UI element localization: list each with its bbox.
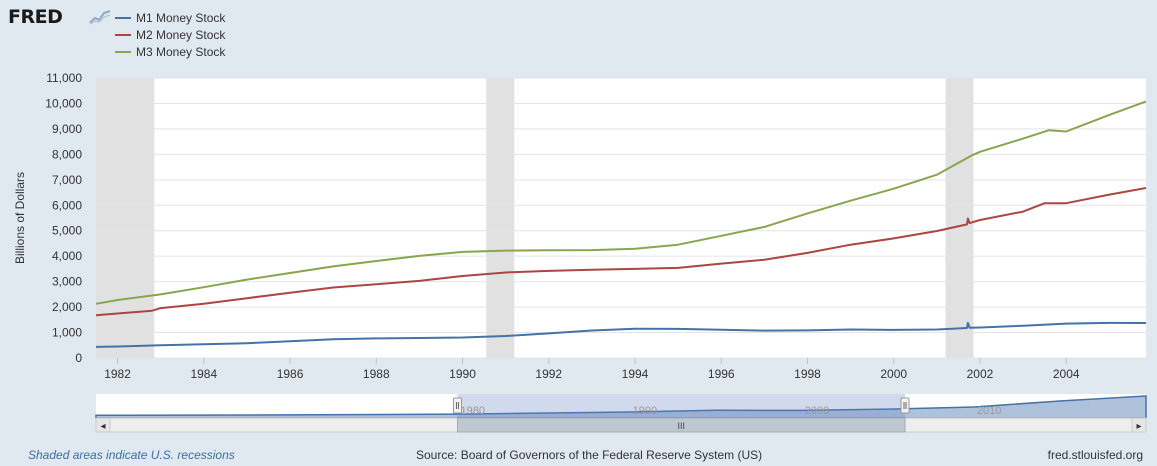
fred-logo[interactable]: FRED	[8, 6, 63, 28]
y-tick-label: 2,000	[52, 300, 82, 314]
x-tick-label: 2004	[1053, 367, 1080, 381]
series-line[interactable]	[95, 100, 1147, 305]
legend-swatch	[115, 51, 131, 53]
chart-area: 0 1,000 2,000 3,000 4,000 5,000 6,000 7,000 8,00…	[13, 71, 1147, 433]
site-link[interactable]: fred.stlouisfed.org	[1047, 448, 1143, 462]
legend-swatch	[115, 34, 131, 36]
scrollbar-thumb[interactable]	[456, 417, 906, 433]
x-tick-label: 1988	[363, 367, 390, 381]
y-tick-label: 9,000	[52, 122, 82, 136]
y-tick-label: 11,000	[46, 71, 82, 85]
recession-shade	[96, 78, 155, 358]
recession-shade	[945, 78, 974, 358]
y-tick-label: 1,000	[52, 326, 82, 340]
navigator-series	[95, 395, 1147, 419]
x-tick-label: 1990	[449, 367, 476, 381]
x-tick-label: 1994	[622, 367, 649, 381]
source-note: Source: Board of Governors of the Federa…	[416, 448, 763, 462]
y-tick-label: 8,000	[52, 147, 82, 161]
legend-item[interactable]: M3 Money Stock	[115, 44, 225, 60]
navigator-selection[interactable]	[457, 394, 906, 418]
y-tick-label: 10,000	[45, 96, 82, 110]
series-line[interactable]	[95, 187, 1147, 317]
scroll-left-button[interactable]	[95, 417, 111, 433]
y-tick-label: 7,000	[52, 173, 82, 187]
legend-swatch	[115, 17, 131, 19]
legend-item[interactable]: M2 Money Stock	[115, 27, 225, 43]
arrow-right-icon: ▸	[1136, 421, 1141, 432]
x-tick-label: 2002	[967, 367, 994, 381]
legend-label: M2 Money Stock	[136, 28, 226, 42]
series-line[interactable]	[95, 321, 1147, 348]
x-tick-label: 1998	[794, 367, 821, 381]
navigator-handle[interactable]	[900, 397, 910, 414]
legend-label: M3 Money Stock	[136, 45, 226, 59]
x-tick-label: 1984	[190, 367, 217, 381]
y-tick-label: 0	[75, 351, 82, 365]
chart-line-icon	[89, 9, 111, 25]
arrow-left-icon: ◂	[100, 421, 105, 432]
recession-shade	[486, 78, 515, 358]
x-tick-label: 2000	[880, 367, 907, 381]
y-tick-label: 5,000	[52, 224, 82, 238]
legend-label: M1 Money Stock	[136, 11, 226, 25]
scrollbar-grip: III	[677, 421, 685, 431]
navigator-tick-label: 2010	[977, 405, 1001, 417]
x-tick-label: 1996	[708, 367, 735, 381]
y-tick-label: 3,000	[52, 275, 82, 289]
x-tick-label: 1992	[535, 367, 562, 381]
y-tick-label: 4,000	[52, 249, 82, 263]
navigator-tick-label: 1980	[460, 405, 484, 417]
navigator-tick-label: 1990	[633, 405, 657, 417]
y-tick-label: 6,000	[52, 198, 82, 212]
x-tick-label: 1982	[104, 367, 131, 381]
navigator-tick-label: 2000	[805, 405, 829, 417]
x-tick-label: 1986	[277, 367, 304, 381]
y-axis-label: Billions of Dollars	[13, 172, 27, 264]
recession-note: Shaded areas indicate U.S. recessions	[28, 448, 235, 462]
legend-item[interactable]: M1 Money Stock	[115, 10, 225, 26]
scroll-right-button[interactable]	[1131, 417, 1147, 433]
navigator-handle[interactable]	[452, 397, 462, 414]
